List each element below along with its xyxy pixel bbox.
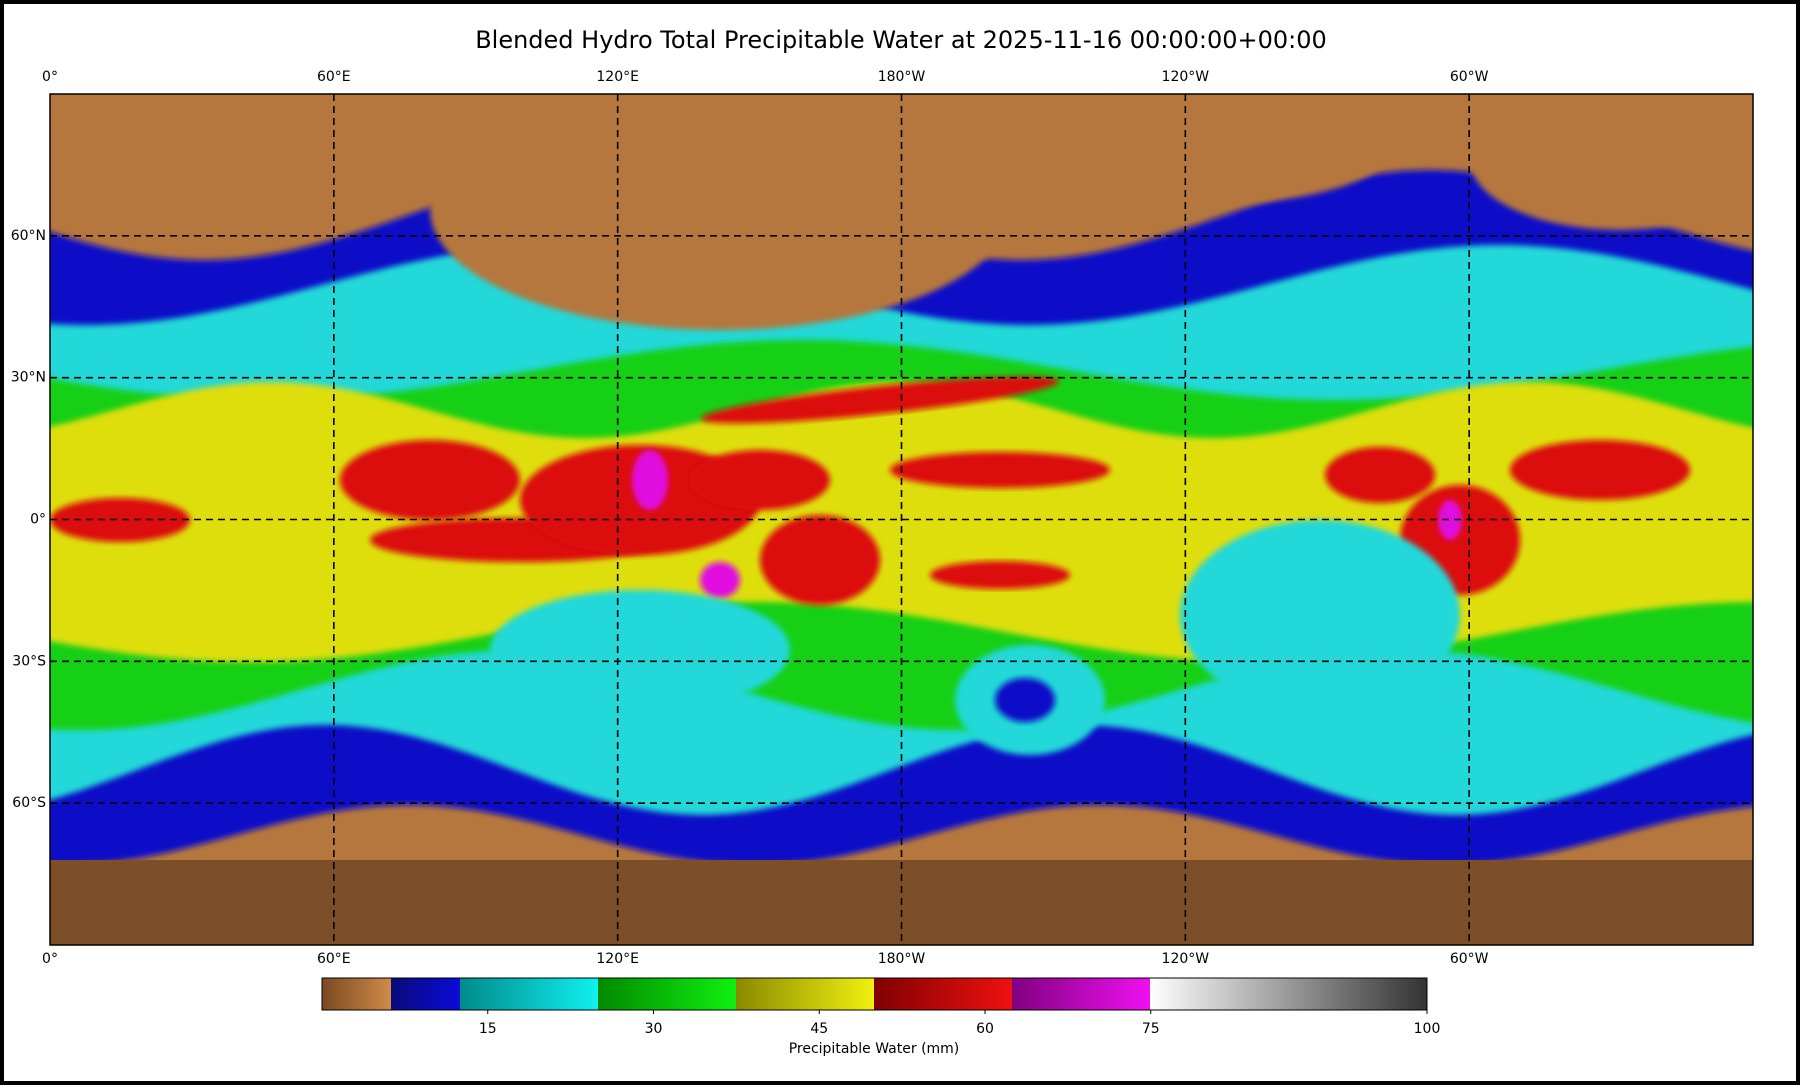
- lat-label: 60°S: [12, 795, 46, 811]
- colorbar-segment: [460, 978, 598, 1010]
- lat-label: 30°N: [11, 370, 46, 386]
- lon-label-bottom: 60°E: [317, 951, 351, 967]
- colorbar-tick-label: 30: [645, 1021, 663, 1037]
- colorbar-tick-label: 75: [1142, 1021, 1160, 1037]
- title: Blended Hydro Total Precipitable Water a…: [475, 26, 1327, 54]
- lat-label: 30°S: [12, 653, 46, 669]
- very-wet-area: [700, 376, 1060, 424]
- lon-label-top: 120°W: [1162, 69, 1210, 85]
- lon-label-bottom: 60°W: [1450, 951, 1489, 967]
- dry-pool: [490, 590, 790, 710]
- colorbar-tick-label: 60: [976, 1021, 994, 1037]
- lon-label-bottom: 180°W: [878, 951, 926, 967]
- extreme-area: [1438, 500, 1462, 540]
- lon-label-bottom: 120°E: [596, 951, 639, 967]
- very-wet-area: [890, 452, 1110, 488]
- very-wet-area: [1325, 447, 1435, 503]
- extreme-area: [632, 450, 668, 510]
- lon-label-bottom: 120°W: [1162, 951, 1210, 967]
- lat-label: 60°N: [11, 228, 46, 244]
- very-wet-area: [930, 561, 1070, 589]
- colorbar-frame: [321, 977, 1428, 1011]
- very-wet-area: [50, 498, 190, 542]
- colorbar-segment: [736, 978, 874, 1010]
- colorbar: [321, 977, 1428, 1011]
- colorbar-segment: [874, 978, 1012, 1010]
- lon-label-top: 60°W: [1450, 69, 1489, 85]
- colorbar-segment: [391, 978, 460, 1010]
- lon-label-bottom: 0°: [42, 951, 58, 967]
- colorbar-segment: [322, 978, 391, 1010]
- colorbar-tick-label: 45: [810, 1021, 828, 1037]
- siberia-dry: [430, 94, 1010, 330]
- colorbar-tick-label: 15: [479, 1021, 497, 1037]
- colorbar-segment: [598, 978, 736, 1010]
- dry-pool: [995, 678, 1055, 722]
- colorbar-tick-label: 100: [1414, 1021, 1441, 1037]
- lon-label-top: 120°E: [596, 69, 639, 85]
- colorbar-segment: [1012, 978, 1150, 1010]
- lat-label: 0°: [30, 512, 46, 528]
- colorbar-label: Precipitable Water (mm): [789, 1041, 960, 1057]
- very-wet-area: [1510, 440, 1690, 500]
- extreme-area: [700, 562, 740, 598]
- lon-label-top: 60°E: [317, 69, 351, 85]
- very-wet-area: [760, 515, 880, 605]
- very-wet-area: [340, 440, 520, 520]
- lon-label-top: 0°: [42, 69, 58, 85]
- dry-pool: [1180, 520, 1460, 710]
- very-wet-area: [690, 450, 830, 510]
- lon-label-top: 180°W: [878, 69, 926, 85]
- colorbar-segment: [1150, 978, 1427, 1010]
